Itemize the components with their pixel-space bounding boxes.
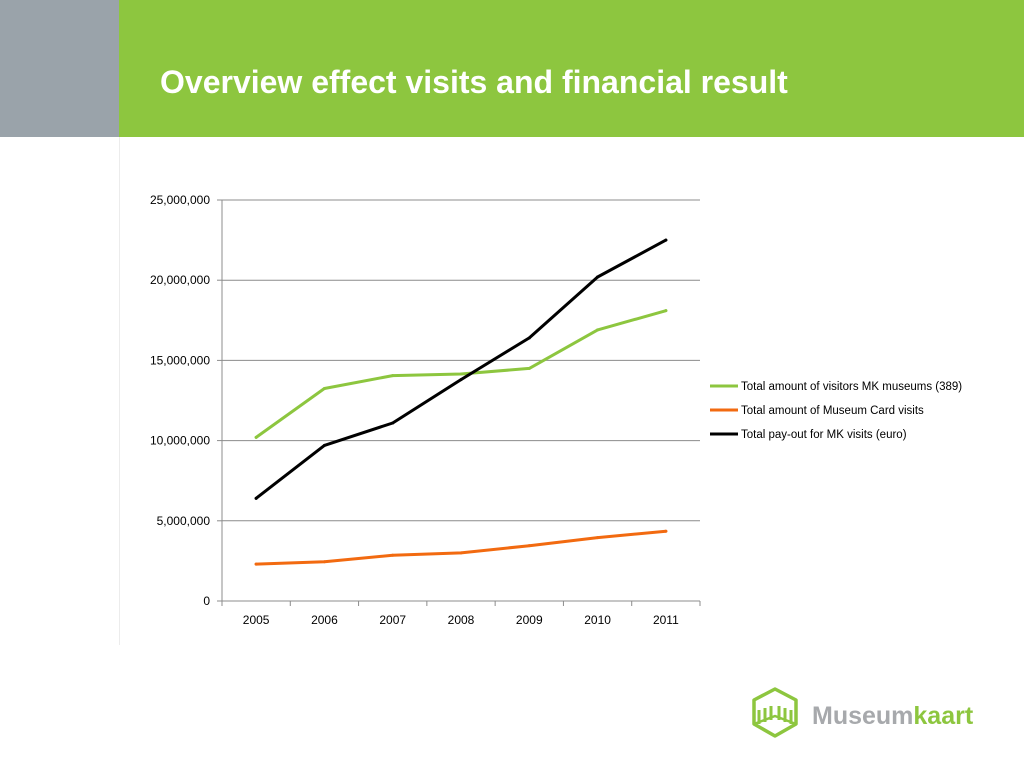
data-point	[596, 536, 600, 540]
x-tick-label: 2010	[584, 613, 611, 627]
header-gray-block	[0, 0, 119, 137]
logo-text-kaart: kaart	[913, 702, 973, 730]
x-axis-tick-labels: 2005 2006 2007 2008 2009 2010 2011	[243, 613, 679, 627]
data-point	[664, 309, 668, 313]
series-line-2	[254, 529, 668, 566]
data-point	[322, 443, 326, 447]
x-tick-label: 2008	[448, 613, 475, 627]
y-tick-label: 0	[203, 594, 210, 608]
series-line-3	[254, 238, 668, 500]
data-point	[459, 551, 463, 555]
museum-building-icon	[752, 687, 798, 738]
y-axis-tick-labels: 0 5,000,000 10,000,000 15,000,000 20,000,000…	[150, 193, 210, 608]
data-point	[664, 238, 668, 242]
data-point	[664, 529, 668, 533]
x-tick-label: 2005	[243, 613, 270, 627]
x-tick-label: 2011	[653, 613, 679, 627]
data-point	[527, 336, 531, 340]
legend-label-1: Total amount of visitors MK museums (389…	[741, 381, 962, 393]
data-point	[527, 366, 531, 370]
gridlines	[222, 199, 700, 522]
data-point	[391, 421, 395, 425]
data-point	[391, 374, 395, 378]
logo-text-museum: Museum	[812, 702, 913, 730]
x-tick-label: 2007	[379, 613, 406, 627]
page-title: Overview effect visits and financial res…	[160, 64, 788, 100]
legend-label-2: Total amount of Museum Card visits	[741, 405, 924, 417]
axes	[217, 199, 701, 606]
y-tick-label: 25,000,000	[150, 193, 210, 207]
museumkaart-logo: Museumkaart	[752, 687, 974, 738]
y-tick-label: 5,000,000	[157, 514, 211, 528]
y-tick-label: 20,000,000	[150, 273, 210, 287]
legend: Total amount of visitors MK museums (389…	[710, 381, 962, 441]
series-lines	[254, 238, 668, 566]
data-point	[254, 496, 258, 500]
x-tick-label: 2009	[516, 613, 543, 627]
legend-label-3: Total pay-out for MK visits (euro)	[741, 429, 907, 441]
y-tick-label: 10,000,000	[150, 434, 210, 448]
data-point	[391, 553, 395, 557]
data-point	[254, 435, 258, 439]
data-point	[322, 386, 326, 390]
data-point	[254, 562, 258, 566]
y-tick-label: 15,000,000	[150, 353, 210, 367]
data-point	[596, 275, 600, 279]
header-green-band	[119, 0, 1024, 137]
data-point	[322, 560, 326, 564]
data-point	[596, 328, 600, 332]
svg-text:Museumkaart: Museumkaart	[812, 702, 974, 730]
data-point	[527, 544, 531, 548]
data-point	[459, 372, 463, 376]
data-point	[459, 378, 463, 382]
x-tick-label: 2006	[311, 613, 338, 627]
left-divider	[119, 137, 120, 645]
